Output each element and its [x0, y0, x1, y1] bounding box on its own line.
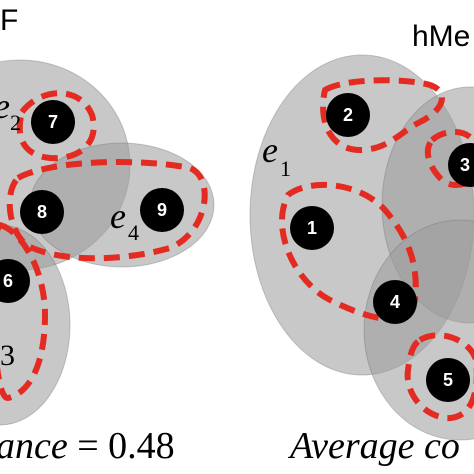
right-node-1: 1 — [290, 206, 334, 250]
left-caption: ance = 0.48 — [0, 425, 175, 467]
node-4-label: 4 — [390, 292, 400, 312]
left-edge-label-e2: e — [0, 86, 10, 126]
left-panel: 7 8 9 6 e 2 e 4 3 F ance = 0.48 — [0, 4, 215, 467]
right-edge-label-e1: e — [262, 130, 278, 170]
right-edge-sub-1: 1 — [280, 156, 291, 181]
node-8-label: 8 — [37, 202, 47, 222]
left-partition-top — [16, 90, 97, 162]
node-7-label: 7 — [48, 112, 58, 132]
node-1-label: 1 — [307, 218, 317, 238]
right-partition-right — [424, 128, 474, 188]
right-title-fragment: hMe — [412, 20, 470, 53]
right-node-4: 4 — [373, 280, 417, 324]
left-partition-middle — [6, 159, 208, 262]
left-node-6: 6 — [0, 259, 30, 303]
left-edge-label-e4: e — [110, 196, 126, 236]
right-caption: Average co — [287, 425, 460, 467]
left-node-7: 7 — [31, 100, 75, 144]
left-partition-bottom — [0, 222, 48, 401]
node-3-label: 3 — [460, 155, 470, 175]
left-edge-sub-2: 2 — [10, 110, 21, 135]
node-9-label: 9 — [157, 200, 167, 220]
node-6-label: 6 — [3, 271, 13, 291]
right-node-2: 2 — [326, 93, 370, 137]
right-node-5: 5 — [426, 358, 470, 402]
right-partition-top — [320, 77, 445, 153]
left-node-8: 8 — [20, 190, 64, 234]
node-2-label: 2 — [343, 105, 353, 125]
right-node-3: 3 — [448, 143, 474, 187]
node-5-label: 5 — [443, 370, 453, 390]
left-node-9: 9 — [140, 188, 184, 232]
left-edge-sub-3: 3 — [0, 339, 15, 372]
left-title-fragment: F — [0, 4, 18, 37]
right-panel: 2 1 3 4 5 e 1 hMe Average co — [249, 20, 474, 467]
left-edge-sub-4: 4 — [128, 220, 139, 245]
